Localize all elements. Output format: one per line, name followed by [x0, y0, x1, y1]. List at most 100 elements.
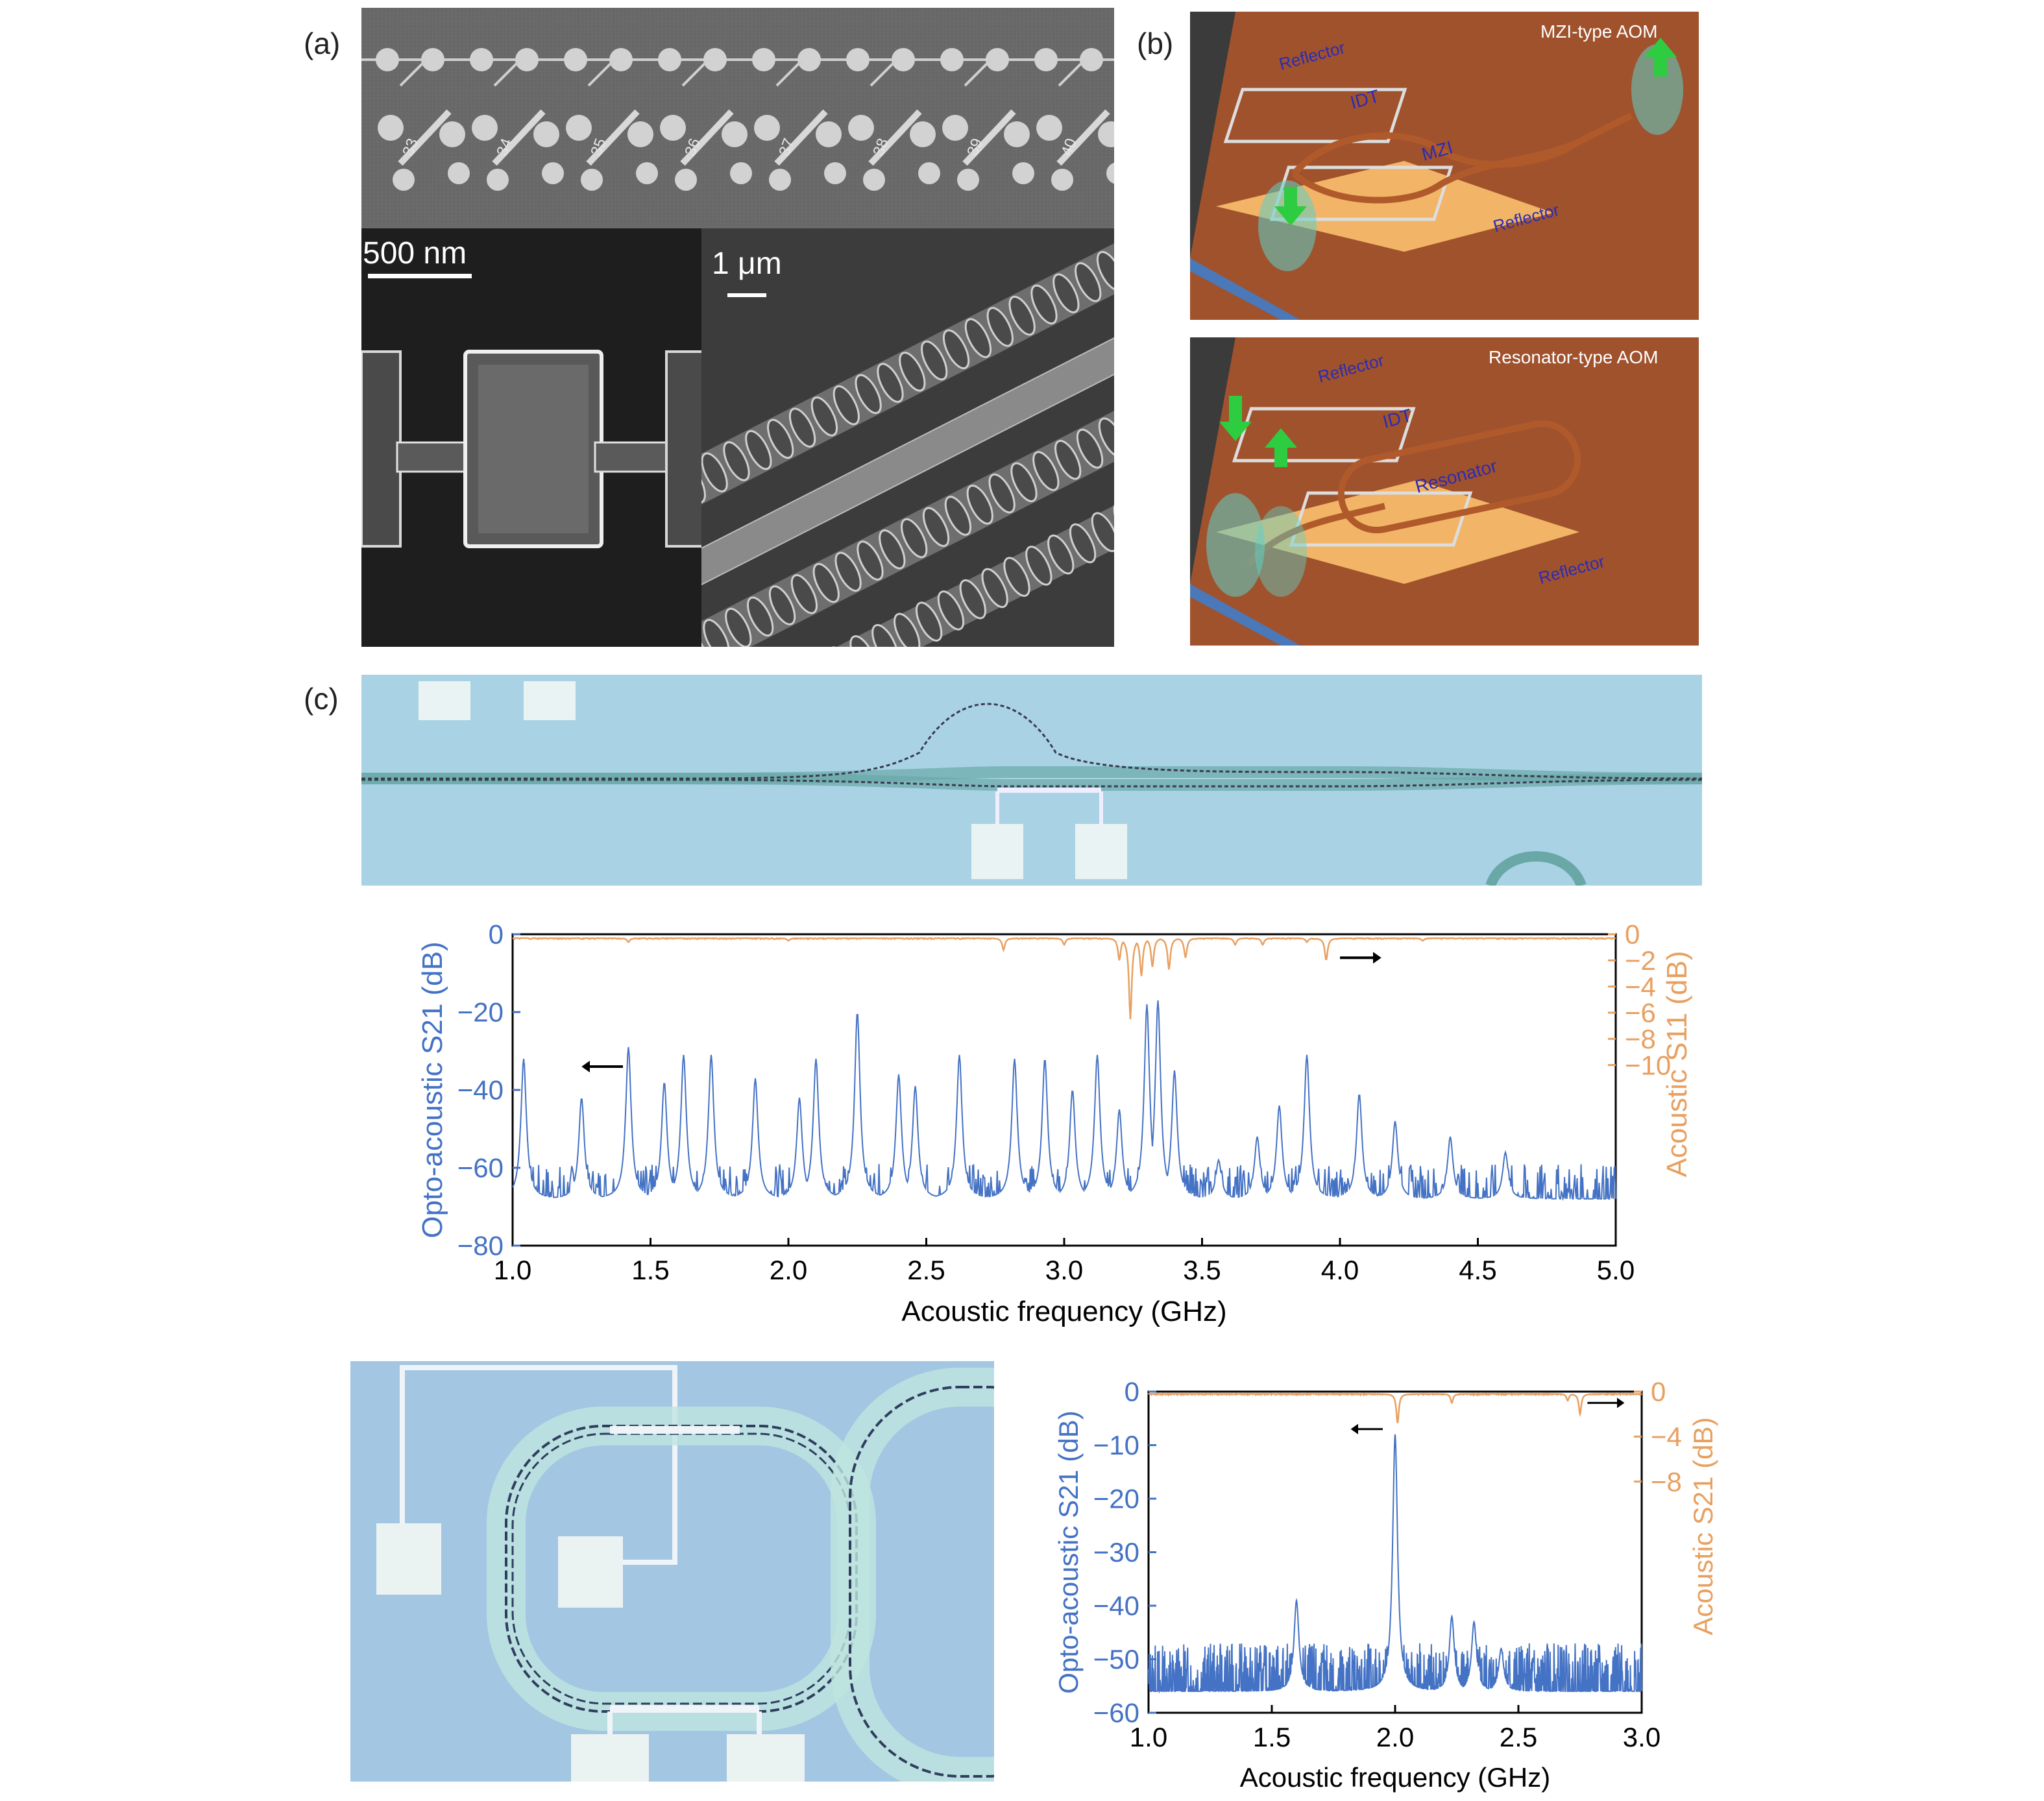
x-tick-label: 2.0: [770, 1255, 807, 1285]
chain-dot: [1036, 115, 1062, 141]
x-axis-label: Acoustic frequency (GHz): [901, 1296, 1226, 1327]
x-tick-label: 1.0: [1130, 1722, 1167, 1752]
x-tick-label: 4.5: [1459, 1255, 1496, 1285]
chain-dot: [824, 162, 846, 184]
y-right-axis-label: Acoustic S11 (dB): [1661, 951, 1693, 1178]
chain-dot: [660, 115, 686, 141]
mzi-aom-schematic: MZI-type AOM Reflector IDT MZI Reflector: [1190, 12, 1699, 320]
chain-dot: [658, 48, 681, 71]
x-tick-label: 3.0: [1623, 1722, 1661, 1752]
scalebar-1um: [727, 293, 766, 297]
right-axis-arrowhead: [1617, 1397, 1625, 1408]
chain-dot: [439, 121, 465, 147]
resonator-device-micrograph: [350, 1361, 994, 1782]
chart-mzi-response: 1.0 1.5 2.0 2.5 3.0 3.5 4.0 4.5 5.0 0 −20 −40 −60 −80…: [383, 908, 1746, 1349]
left-axis-arrowhead: [581, 1061, 590, 1072]
chain-dot: [942, 115, 968, 141]
y-left-tick-label: 0: [489, 919, 504, 950]
x-tick-label: 1.0: [494, 1255, 531, 1285]
chain-dot: [892, 48, 915, 71]
chain-dot: [848, 115, 874, 141]
chain-dot: [703, 48, 727, 71]
chart-resonator-response: 1.0 1.5 2.0 2.5 3.0 0 −10 −20 −30 −40 −50 −60 0 −4 −8 A…: [1032, 1369, 1752, 1801]
chain-dot: [533, 121, 559, 147]
chain-dot: [754, 115, 780, 141]
y-right-tick-label: −6: [1625, 998, 1656, 1028]
right-axis-arrowhead: [1373, 952, 1381, 964]
y-right-tick-label: −8: [1625, 1024, 1656, 1054]
chain-dot: [421, 48, 444, 71]
chain-dot: [797, 48, 821, 71]
chain-dot: [636, 162, 658, 184]
x-tick-label: 1.5: [631, 1255, 669, 1285]
chain-dot: [1034, 48, 1058, 71]
y-right-tick-label: −8: [1651, 1466, 1682, 1497]
y-right-tick-label: 0: [1651, 1377, 1666, 1407]
sem-corrugated-svg: 1 μm: [701, 228, 1114, 647]
y-left-tick-label: −10: [1093, 1430, 1139, 1460]
chain-dot: [918, 162, 940, 184]
scalebar-500nm: [368, 274, 472, 278]
y-left-tick-label: −20: [457, 997, 504, 1028]
chain-dot: [378, 115, 404, 141]
chain-dot: [393, 169, 415, 191]
x-axis-label: Acoustic frequency (GHz): [1240, 1762, 1551, 1793]
panel-label-c: (c): [304, 682, 339, 716]
resonator-aom-svg: Resonator-type AOM Reflector IDT Resonat…: [1190, 337, 1699, 646]
chain-dot: [376, 48, 399, 71]
y-left-tick-label: −20: [1093, 1484, 1139, 1514]
chain-dot: [722, 121, 748, 147]
panel-label-a: (a): [304, 27, 341, 60]
chain-dot: [609, 48, 633, 71]
scalebar-500nm-label: 500 nm: [363, 236, 467, 271]
sem-phononic-chain-svg: 33 34 35 36 37 38 39 40: [361, 8, 1114, 228]
chain-dot: [675, 169, 697, 191]
x-tick-label: 4.0: [1321, 1255, 1359, 1285]
chain-dot: [542, 162, 564, 184]
chain-dot: [1012, 162, 1034, 184]
chain-dot: [940, 48, 964, 71]
left-axis-arrowhead: [1350, 1423, 1358, 1434]
scalebar-1um-label: 1 μm: [712, 247, 782, 281]
chain-dot: [581, 169, 603, 191]
mzi-aom-svg: MZI-type AOM Reflector IDT MZI Reflector: [1190, 12, 1699, 320]
sem-corrugated-waveguide-image: 1 μm: [701, 228, 1114, 647]
y-left-tick-label: 0: [1125, 1377, 1139, 1407]
series-opto-acoustic-line: [1148, 1434, 1642, 1694]
resonator-micrograph-svg: [350, 1361, 994, 1782]
chain-dot: [448, 162, 470, 184]
y-left-tick-label: −30: [1093, 1537, 1139, 1567]
chain-dot: [769, 169, 791, 191]
y-left-tick-label: −40: [457, 1075, 504, 1106]
x-tick-label: 2.0: [1376, 1722, 1414, 1752]
chain-dot: [472, 115, 498, 141]
chain-dot: [627, 121, 653, 147]
y-right-tick-label: −4: [1651, 1421, 1682, 1452]
series-opto-acoustic-line: [512, 1000, 1616, 1202]
chain-dot: [566, 115, 592, 141]
chain-dot: [564, 48, 587, 71]
chain-dot: [752, 48, 775, 71]
y-left-axis-label: Opto-acoustic S21 (dB): [1053, 1410, 1084, 1694]
chain-dot: [1051, 169, 1073, 191]
y-right-axis-label: Acoustic S21 (dB): [1688, 1417, 1718, 1635]
sem-resonator-closeup-image: 500 nm: [361, 228, 701, 647]
chain-dot: [986, 48, 1009, 71]
y-right-tick-label: −10: [1625, 1050, 1671, 1080]
y-left-axis-label: Opto-acoustic S21 (dB): [417, 941, 448, 1238]
chain-dot: [730, 162, 752, 184]
mzi-micrograph-svg: [361, 675, 1702, 886]
y-left-tick-label: −50: [1093, 1644, 1139, 1674]
sem-resonator-svg: 500 nm: [361, 228, 701, 647]
y-left-tick-label: −40: [1093, 1591, 1139, 1621]
plot-frame: [511, 933, 1617, 1247]
x-tick-label: 2.5: [1500, 1722, 1537, 1752]
chart-resonator-svg: 1.0 1.5 2.0 2.5 3.00−10−20−30−40−50−600−4−8A…: [1053, 1377, 1718, 1793]
sem-phononic-chain-image: 33 34 35 36 37 38 39 40: [361, 8, 1114, 228]
series-acoustic-line: [1147, 1392, 1643, 1423]
chain-dot: [487, 169, 509, 191]
x-tick-label: 1.5: [1253, 1722, 1291, 1752]
chain-dot: [1106, 162, 1114, 184]
resonator-aom-title: Resonator-type AOM: [1489, 347, 1658, 367]
series-acoustic-line: [512, 937, 1616, 1020]
